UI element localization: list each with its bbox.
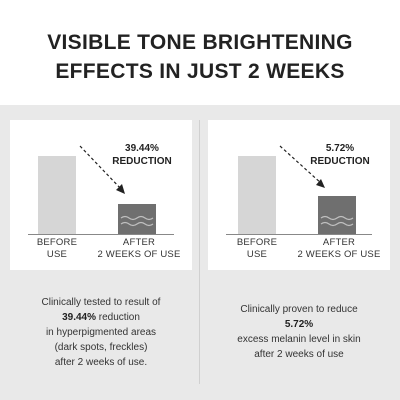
after-label: AFTER 2 WEEKS OF USE <box>97 237 181 260</box>
desc-line-3: excess melanin level in skin <box>237 334 361 345</box>
wave-icon <box>320 215 354 227</box>
title-line-1: VISIBLE TONE BRIGHTENING <box>47 31 353 54</box>
reduction-label: 39.44% REDUCTION <box>106 142 178 168</box>
after-label: AFTER 2 WEEKS OF USE <box>297 237 381 260</box>
reduction-value: 39.44% <box>125 143 159 154</box>
reduction-word: REDUCTION <box>112 156 172 167</box>
chart-baseline <box>28 234 174 235</box>
after-bar <box>318 196 356 234</box>
desc-line-1: Clinically proven to reduce <box>240 304 358 315</box>
desc-line-4: (dark spots, freckles) <box>54 341 148 353</box>
chart-baseline <box>226 234 372 235</box>
reduction-value: 5.72% <box>325 143 355 154</box>
reduction-word: REDUCTION <box>310 156 370 167</box>
desc-line-2: 5.72% <box>284 319 314 330</box>
desc-line-4: after 2 weeks of use <box>254 349 344 360</box>
comparison-panel-right: 5.72% REDUCTION BEFORE USE AFTER 2 WEEKS… <box>208 120 390 384</box>
reduction-label: 5.72% REDUCTION <box>304 142 376 168</box>
arrow-down-right-icon <box>79 145 125 194</box>
title-line-2: EFFECTS IN JUST 2 WEEKS <box>55 60 345 83</box>
before-label: BEFORE USE <box>36 237 78 260</box>
desc-line-3: in hyperpigmented areas <box>45 326 157 338</box>
before-label: BEFORE USE <box>236 237 278 260</box>
desc-line-2: 39.44% reduction <box>62 311 140 323</box>
wave-icon <box>120 215 154 227</box>
description-right: Clinically proven to reduce 5.72% excess… <box>208 280 390 384</box>
comparison-panel-left: 39.44% REDUCTION BEFORE USE AFTER 2 WEEK… <box>10 120 192 384</box>
before-bar <box>238 156 276 234</box>
desc-line-5: after 2 weeks of use. <box>54 356 148 368</box>
desc-line-1: Clinically tested to result of <box>41 296 161 308</box>
before-bar <box>38 156 76 234</box>
description-left: Clinically tested to result of 39.44% re… <box>10 280 192 384</box>
chart-area-left: 39.44% REDUCTION BEFORE USE AFTER 2 WEEK… <box>10 120 192 270</box>
page-title: VISIBLE TONE BRIGHTENING EFFECTS IN JUST… <box>0 28 400 86</box>
panel-divider <box>199 120 200 384</box>
chart-area-right: 5.72% REDUCTION BEFORE USE AFTER 2 WEEKS… <box>208 120 390 270</box>
arrow-down-right-icon <box>279 145 325 188</box>
